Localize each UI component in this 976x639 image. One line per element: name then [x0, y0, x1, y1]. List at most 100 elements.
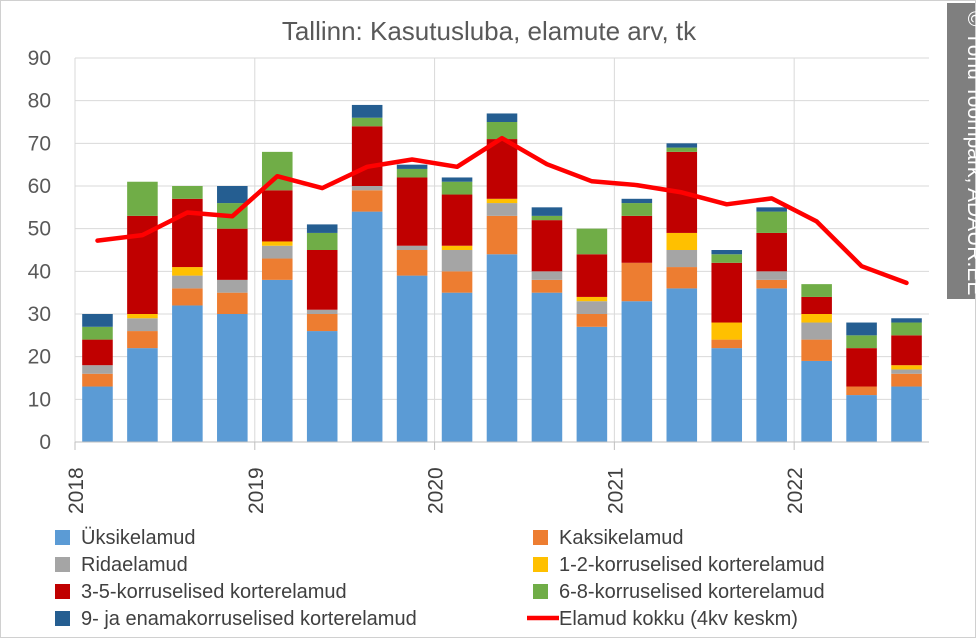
- bar-series: [82, 104, 922, 442]
- bar-segment-series-6: [846, 335, 877, 349]
- bar-segment-series-6: [127, 181, 158, 216]
- bar-segment-series-4: [891, 365, 922, 370]
- legend-label: Ridaelamud: [81, 554, 188, 576]
- bar-segment-series-2: [486, 215, 518, 255]
- bar-segment-series-2: [666, 267, 698, 289]
- bar-segment-series-6: [756, 211, 787, 233]
- bar-segment-series-6: [576, 228, 608, 255]
- bar-segment-series-1: [711, 348, 743, 442]
- bar-segment-series-3: [82, 365, 113, 374]
- legend-label: 1-2-korruselised korterelamud: [559, 554, 825, 576]
- bar-segment-series-7: [891, 318, 922, 323]
- bar-segment-series-5: [396, 177, 428, 246]
- bar-segment-series-7: [217, 186, 248, 204]
- bar-segment-series-7: [351, 104, 383, 118]
- legend-swatch: [533, 530, 548, 545]
- bar-segment-series-5: [486, 139, 518, 199]
- y-tick-label: 50: [28, 218, 51, 241]
- bar-segment-series-4: [127, 314, 158, 319]
- y-tick-label: 60: [28, 175, 51, 198]
- bar-segment-series-5: [711, 262, 743, 323]
- bar-segment-series-1: [306, 331, 338, 442]
- average-line-path: [95, 135, 909, 286]
- bar-segment-series-1: [172, 305, 203, 442]
- bar-segment-series-6: [396, 168, 428, 178]
- bar-segment-series-3: [217, 279, 248, 293]
- legend-label: 9- ja enamakorruselised korterelamud: [81, 608, 417, 630]
- bar-segment-series-4: [801, 314, 832, 323]
- bar-segment-series-5: [172, 198, 203, 268]
- bar-segment-series-2: [711, 339, 743, 349]
- average-line: [95, 135, 909, 286]
- bar-segment-series-7: [846, 322, 877, 336]
- bar-segment-series-5: [846, 348, 877, 387]
- legend-swatch: [533, 557, 548, 572]
- bar-segment-series-2: [172, 288, 203, 306]
- legend-label: Kaksikelamud: [559, 527, 684, 549]
- bar-segment-series-6: [441, 181, 473, 195]
- bar-segment-series-6: [666, 147, 698, 152]
- x-year-label: 2018: [65, 467, 88, 514]
- legend-label: Üksikelamud: [81, 527, 195, 549]
- bar-segment-series-4: [486, 198, 518, 204]
- bar-segment-series-7: [756, 207, 787, 212]
- bar-segment-series-3: [531, 271, 563, 280]
- legend-label: 6-8-korruselised korterelamud: [559, 581, 825, 603]
- bar-segment-series-6: [801, 284, 832, 297]
- y-tick-label: 10: [28, 388, 51, 411]
- bar-segment-series-5: [891, 335, 922, 366]
- bar-segment-series-1: [576, 326, 608, 442]
- bar-segment-series-7: [306, 224, 338, 233]
- bar-segment-series-6: [486, 122, 518, 140]
- bar-segment-series-4: [172, 267, 203, 276]
- bar-segment-series-5: [441, 194, 473, 246]
- bar-segment-series-4: [666, 232, 698, 250]
- bar-segment-series-6: [621, 203, 653, 216]
- bar-segment-series-4: [261, 241, 293, 246]
- bar-segment-series-2: [261, 258, 293, 280]
- bar-segment-series-2: [441, 271, 473, 293]
- y-axis-ticks: 0 10 20 30 40 50 60 70 80 90: [28, 47, 51, 454]
- x-year-label: 2019: [245, 467, 268, 514]
- credit-badge: © Tõnu Toompark, ADAUR.EE: [947, 3, 976, 299]
- bar-segment-series-1: [217, 314, 248, 442]
- x-axis: 2018 2019 2020 2021 2022: [65, 441, 929, 514]
- bar-segment-series-3: [801, 322, 832, 340]
- y-tick-label: 30: [28, 303, 51, 326]
- x-year-label: 2020: [425, 467, 448, 514]
- bar-segment-series-1: [261, 279, 293, 442]
- y-tick-label: 90: [28, 47, 51, 70]
- bar-segment-series-2: [396, 250, 428, 276]
- chart-title: Tallinn: Kasutusluba, elamute arv, tk: [282, 16, 697, 46]
- bar-segment-series-1: [621, 301, 653, 442]
- bar-segment-series-5: [531, 220, 563, 272]
- bar-segment-series-1: [891, 386, 922, 442]
- bar-segment-series-2: [576, 314, 608, 327]
- y-tick-label: 40: [28, 260, 51, 283]
- legend: Üksikelamud Kaksikelamud Ridaelamud 1-2-kor…: [55, 527, 825, 630]
- bar-segment-series-1: [531, 292, 563, 442]
- x-year-label: 2021: [604, 467, 627, 514]
- bar-segment-series-2: [756, 279, 787, 289]
- y-tick-label: 0: [39, 431, 51, 454]
- bar-segment-series-3: [172, 275, 203, 289]
- legend-swatch: [533, 584, 548, 599]
- bar-segment-series-1: [666, 288, 698, 442]
- bar-segment-series-6: [82, 326, 113, 340]
- legend-swatch: [55, 557, 70, 572]
- bar-segment-series-7: [441, 177, 473, 182]
- y-tick-label: 20: [28, 346, 51, 369]
- bar-segment-series-5: [82, 339, 113, 366]
- bar-segment-series-7: [711, 250, 743, 255]
- bar-segment-series-2: [306, 314, 338, 332]
- legend-swatch: [55, 611, 70, 626]
- bar-segment-series-2: [217, 292, 248, 314]
- bar-segment-series-5: [261, 190, 293, 242]
- bar-segment-series-3: [666, 250, 698, 268]
- bar-segment-series-5: [621, 215, 653, 263]
- bar-segment-series-7: [486, 113, 518, 122]
- bar-segment-series-4: [576, 296, 608, 302]
- bar-segment-series-4: [711, 322, 743, 340]
- bar-segment-series-3: [127, 318, 158, 332]
